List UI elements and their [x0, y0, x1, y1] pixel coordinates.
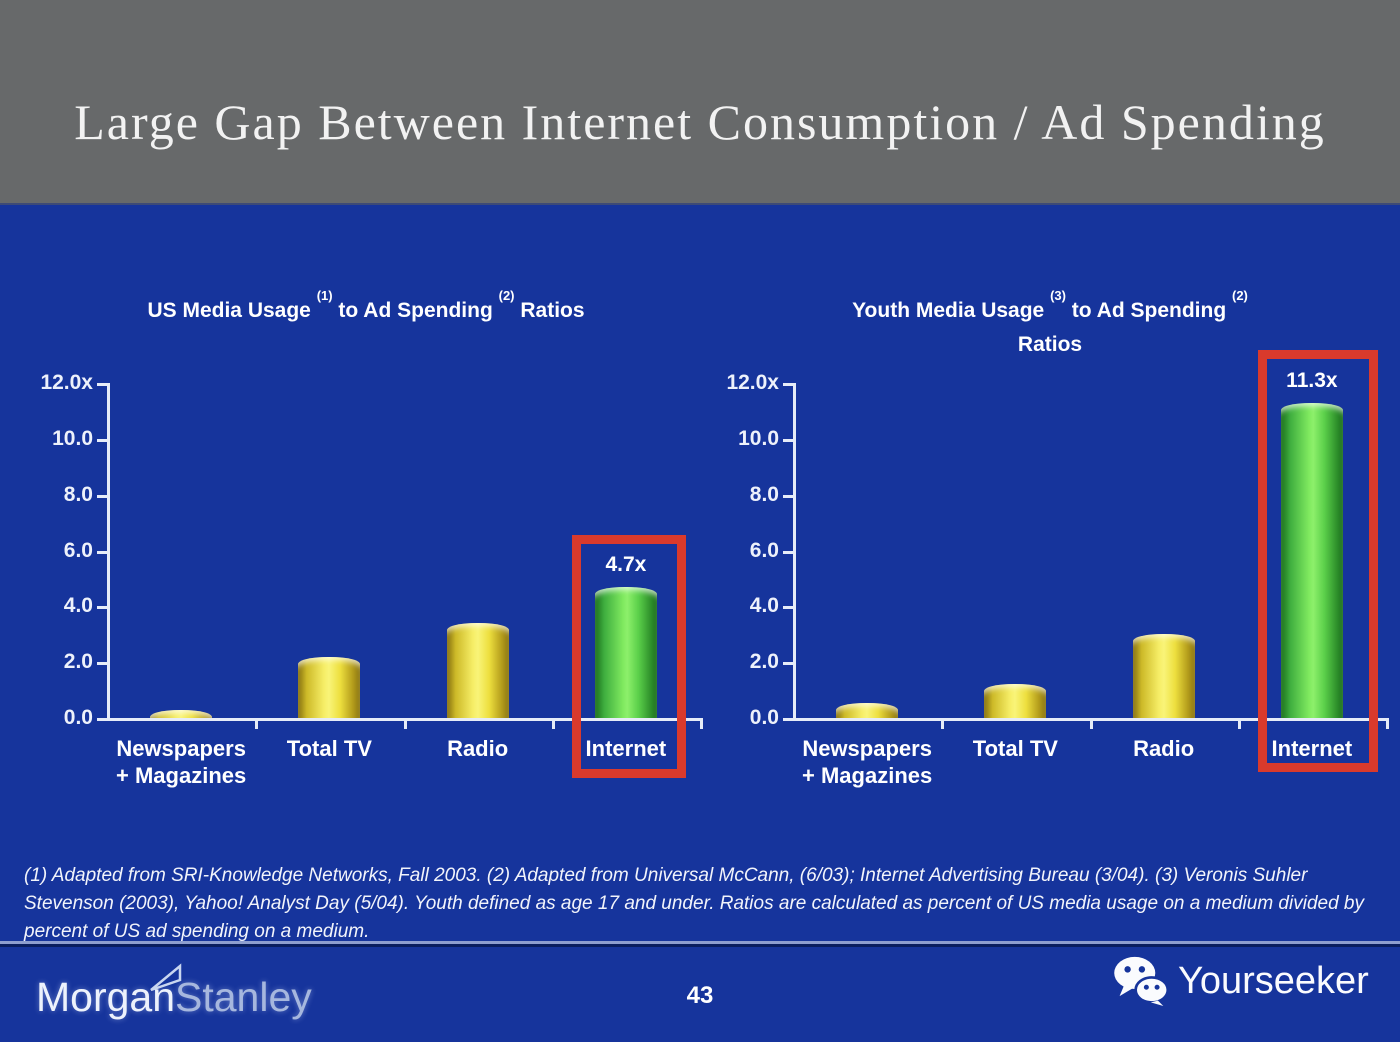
y-axis-label: 10.0 [52, 426, 93, 450]
y-axis-tick [783, 494, 793, 498]
bar [150, 710, 213, 718]
bar [1132, 634, 1195, 718]
category-label: Internet [1271, 736, 1353, 761]
x-axis-tick [1386, 718, 1389, 729]
category-label: Radio [447, 736, 509, 761]
wechat-icon [1114, 956, 1169, 1006]
y-axis-label: 0.0 [749, 706, 779, 729]
category-label: Total TV [972, 736, 1058, 761]
x-axis-tick [1089, 718, 1093, 729]
category-label: Newspapers + Magazines [116, 736, 247, 788]
y-axis-label: 12.0x [726, 371, 779, 394]
morgan-stanley-logo: MorganStanley [36, 963, 312, 1024]
category-label: Radio [1133, 736, 1195, 761]
y-axis-tick [783, 550, 793, 554]
y-axis-tick [97, 662, 107, 666]
y-axis-tick [97, 606, 107, 610]
bar [446, 623, 509, 718]
y-axis-tick [97, 718, 107, 721]
title-text: Ratios [1017, 333, 1083, 356]
y-axis-tick [783, 438, 793, 442]
x-axis-tick [941, 718, 945, 729]
y-axis-tick [97, 550, 107, 554]
bar-value-label: 4.7x [605, 553, 647, 576]
title-text: to Ad Spending [1065, 299, 1232, 322]
y-axis-tick [783, 662, 793, 666]
y-axis-line [793, 383, 796, 721]
y-axis-label: 4.0 [63, 594, 93, 618]
footnote: (1) Adapted from SRI-Knowledge Networks,… [24, 865, 1364, 942]
y-axis-label: 4.0 [749, 594, 779, 618]
y-axis-tick [783, 606, 793, 610]
slide-header: Large Gap Between Internet Consumption /… [0, 0, 1400, 205]
page-number: 43 [686, 982, 714, 1009]
y-axis-label: 6.0 [63, 538, 93, 562]
highlight-box [1258, 350, 1378, 772]
title-text: Ratios [514, 299, 585, 322]
slide-title: Large Gap Between Internet Consumption /… [74, 94, 1326, 150]
watermark: Yourseeker [1113, 956, 1369, 1006]
x-axis-tick [551, 718, 555, 729]
y-axis-tick [97, 494, 107, 498]
y-axis-label: 6.0 [749, 538, 779, 562]
footer-divider-light [0, 941, 1400, 944]
y-axis-tick [783, 718, 793, 721]
y-axis-label: 10.0 [738, 426, 779, 450]
x-axis-tick [403, 718, 407, 729]
title-superscript: (2) [498, 288, 515, 303]
bar [1280, 403, 1343, 718]
bar [594, 587, 657, 718]
y-axis-label: 0.0 [63, 706, 93, 729]
footer-divider-dark [0, 944, 1400, 947]
x-axis-tick [1237, 718, 1241, 729]
pennant-icon [150, 963, 182, 992]
title-text: to Ad Spending [332, 299, 499, 322]
bar [836, 703, 899, 718]
category-label: Internet [585, 736, 667, 761]
logo-morgan: Morgan [36, 974, 176, 1020]
bar-value-label: 11.3x [1286, 369, 1338, 392]
y-axis-label: 2.0 [749, 650, 779, 674]
x-axis-tick [700, 718, 703, 729]
highlight-box [572, 535, 686, 778]
bar [298, 657, 361, 718]
title-text: Youth Media Usage [852, 299, 1051, 322]
category-label: Newspapers + Magazines [802, 736, 933, 788]
y-axis-label: 8.0 [63, 482, 93, 506]
category-label: Total TV [286, 736, 372, 761]
x-axis-tick [255, 718, 259, 729]
y-axis-label: 8.0 [749, 482, 779, 506]
chart-title: US Media Usage (1) to Ad Spending (2) Ra… [30, 288, 702, 328]
logo-stanley: Stanley [175, 974, 312, 1020]
y-axis-line [107, 383, 110, 721]
chart-title: Youth Media Usage (3) to Ad Spending (2)… [712, 288, 1388, 362]
y-axis-label: 12.0x [40, 371, 93, 394]
title-superscript: (1) [316, 288, 333, 303]
y-axis-tick [783, 383, 793, 386]
watermark-label: Yourseeker [1178, 959, 1369, 1002]
title-superscript: (3) [1050, 288, 1066, 303]
bar [984, 684, 1047, 718]
title-text: US Media Usage [147, 299, 317, 322]
y-axis-tick [97, 383, 107, 386]
y-axis-label: 2.0 [63, 650, 93, 674]
title-superscript: (2) [1232, 288, 1248, 303]
y-axis-tick [97, 438, 107, 442]
